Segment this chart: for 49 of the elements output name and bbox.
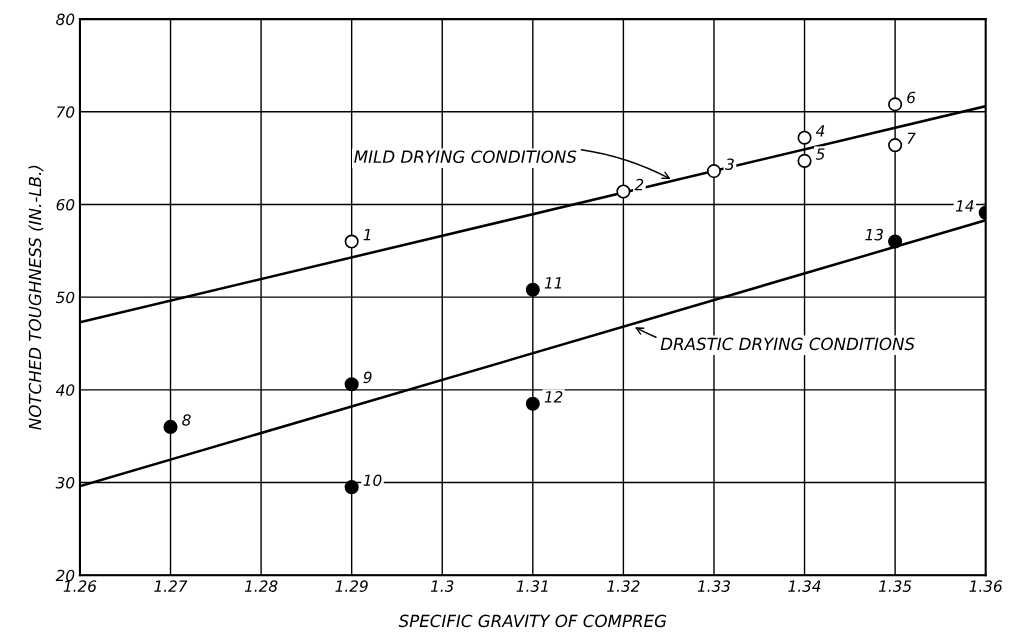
x-tick-label: 1.34 <box>788 580 821 592</box>
annotation: 11 <box>544 277 562 289</box>
y-tick-label: 80 <box>56 13 75 26</box>
x-tick-label: 1.36 <box>969 580 1003 592</box>
x-tick-label: 1.28 <box>244 580 278 592</box>
annotation: 13 <box>865 228 884 241</box>
x-tick-label: 1.3 <box>430 580 454 592</box>
annotation: 2 <box>634 178 644 191</box>
x-tick-label: 1.27 <box>154 580 188 592</box>
annotation: 10 <box>363 474 382 487</box>
point <box>344 480 359 495</box>
y-tick-label: 70 <box>57 106 75 118</box>
annotation: MILD DRYING CONDITIONS <box>354 150 577 163</box>
annotation: 5 <box>815 148 825 160</box>
point <box>797 130 812 145</box>
x-tick-label: 1.32 <box>607 580 640 592</box>
point <box>163 419 178 434</box>
point <box>344 234 359 249</box>
annotation: 7 <box>907 132 916 144</box>
point <box>525 396 540 411</box>
x-axis-title: SPECIFIC GRAVITY OF COMPREG <box>398 614 667 628</box>
annotation: DRASTIC DRYING CONDITIONS <box>660 337 915 351</box>
point <box>888 138 903 153</box>
annotation: 9 <box>363 371 372 384</box>
point <box>344 377 359 392</box>
point <box>706 164 722 179</box>
annotation: 12 <box>544 391 563 403</box>
annotation: 4 <box>815 125 825 137</box>
annotation: 14 <box>955 200 974 212</box>
annotation: 8 <box>182 414 191 426</box>
point <box>888 97 903 112</box>
y-tick-label: 60 <box>56 198 75 211</box>
x-tick-label: 1.29 <box>335 580 368 592</box>
y-tick-label: 20 <box>55 569 75 582</box>
point <box>525 282 540 297</box>
y-tick-label: 30 <box>55 476 75 489</box>
x-tick-label: 1.26 <box>63 580 97 592</box>
point <box>888 234 903 249</box>
x-tick-label: 1.35 <box>878 580 912 592</box>
y-tick-label: 40 <box>55 384 75 396</box>
y-axis-title: NOTCHED TOUGHNESS (IN.-LB.) <box>28 165 44 430</box>
annotation: 1 <box>363 229 371 241</box>
x-tick-label: 1.31 <box>516 580 548 592</box>
annotation: 6 <box>907 91 916 104</box>
point <box>797 153 812 168</box>
x-tick-label: 1.33 <box>697 580 730 592</box>
point <box>616 184 631 199</box>
y-tick-label: 50 <box>55 291 75 304</box>
annotation: 3 <box>725 158 734 170</box>
